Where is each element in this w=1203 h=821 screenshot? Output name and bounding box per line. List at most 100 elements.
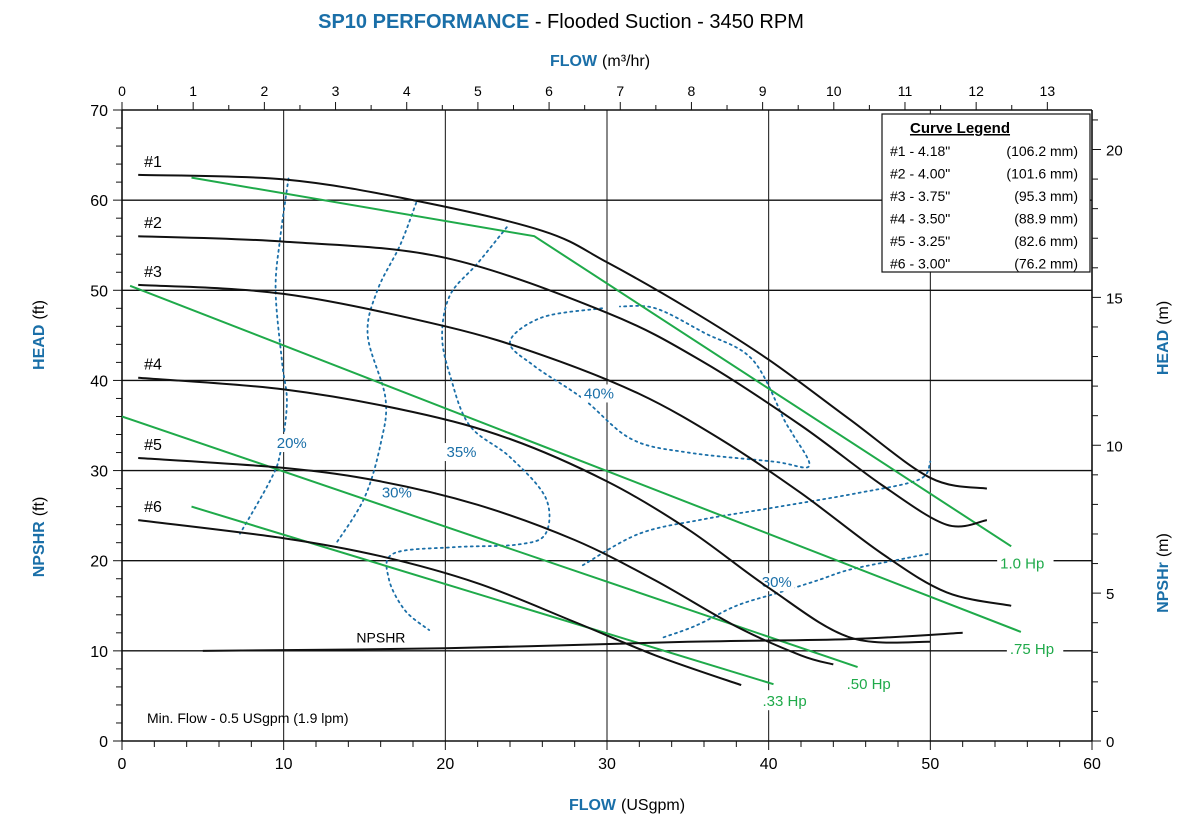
efficiency-label-bg	[378, 483, 415, 502]
efficiency-line	[239, 177, 290, 535]
legend-rows: #1 - 4.18" (106.2 mm) #2 - 4.00" (101.6 mm)…	[890, 143, 1078, 272]
legend-row-label: #1 - 4.18"	[890, 143, 950, 159]
legend-row-label: #2 - 4.00"	[890, 166, 950, 182]
top-tick-label: 4	[403, 83, 411, 99]
power-label: 1.0 Hp	[1000, 555, 1044, 572]
chart-title-rest: - Flooded Suction - 3450 RPM	[529, 11, 804, 33]
head-curve	[138, 519, 742, 687]
right-tick-label: 10	[1106, 438, 1123, 455]
efficiency-label-bg	[273, 434, 310, 453]
top-tick-label: 6	[545, 83, 553, 99]
left-head-label: HEAD (ft)	[31, 300, 48, 370]
efficiency-label: 40%	[584, 385, 614, 402]
efficiency-label: 30%	[762, 574, 792, 591]
curve-label: #2	[144, 215, 162, 232]
x-tick-label: 50	[921, 756, 939, 773]
y-tick-label: 40	[90, 373, 108, 390]
top-axis-label-bold: FLOW	[550, 53, 598, 70]
efficiency-label: 30%	[382, 485, 412, 502]
power-label-bg	[843, 673, 900, 694]
right-tick-label: 5	[1106, 586, 1114, 603]
legend-title: Curve Legend	[910, 120, 1010, 137]
x-tick-label: 60	[1083, 756, 1101, 773]
curve-label: #3	[144, 264, 162, 281]
power-label: .50 Hp	[847, 676, 891, 693]
top-tick-label: 8	[688, 83, 696, 99]
legend-row-label: #5 - 3.25"	[890, 233, 950, 249]
efficiency-label: 20%	[277, 435, 307, 452]
y-tick-label: 70	[90, 103, 108, 120]
legend-row-label: #4 - 3.50"	[890, 211, 950, 227]
efficiency-line	[385, 226, 551, 631]
top-tick-label: 13	[1040, 83, 1056, 99]
legend-row-mm: (76.2 mm)	[1014, 256, 1078, 272]
top-tick-label: 12	[968, 83, 984, 99]
legend-row-mm: (88.9 mm)	[1014, 211, 1078, 227]
top-tick-label: 2	[260, 83, 268, 99]
head-curve	[138, 173, 988, 490]
top-tick-label: 5	[474, 83, 482, 99]
power-label: .33 Hp	[763, 693, 807, 710]
top-tick-label: 3	[332, 83, 340, 99]
right-head-bold: HEAD	[1155, 330, 1172, 375]
left-npshr-bold: NPSHR	[31, 521, 48, 577]
curve-label: #6	[144, 499, 162, 516]
right-npshr-unit: (m)	[1155, 533, 1172, 557]
power-line	[121, 415, 858, 669]
bottom-axis-label: FLOW (USgpm)	[569, 797, 685, 814]
right-head-label: HEAD (m)	[1155, 301, 1172, 375]
right-head-unit: (m)	[1155, 301, 1172, 325]
x-tick-label: 40	[760, 756, 778, 773]
y-tick-label: 50	[90, 283, 108, 300]
head-curve	[138, 283, 1012, 607]
legend-row-mm: (101.6 mm)	[1006, 166, 1078, 182]
right-npshr-label: NPSHr (m)	[1155, 533, 1172, 613]
y-tick-label: 20	[90, 554, 108, 571]
efficiency-label: 35%	[446, 444, 476, 461]
curve-label: #1	[144, 154, 162, 171]
left-npshr-unit: (ft)	[31, 497, 48, 517]
legend-row-mm: (95.3 mm)	[1014, 188, 1078, 204]
min-flow-note: Min. Flow - 0.5 USgpm (1.9 lpm)	[147, 710, 349, 726]
npshr-curve	[202, 631, 963, 652]
x-tick-label: 10	[275, 756, 293, 773]
power-line	[191, 176, 1012, 548]
bottom-axis-label-bold: FLOW	[569, 797, 617, 814]
power-label: .75 Hp	[1010, 641, 1054, 658]
top-axis-label-unit: (m³/hr)	[602, 53, 650, 70]
top-tick-label: 7	[616, 83, 624, 99]
legend-row-mm: (82.6 mm)	[1014, 233, 1078, 249]
power-line	[191, 505, 774, 686]
power-label-bg	[1006, 637, 1064, 658]
right-npshr-bold: NPSHr	[1155, 562, 1172, 613]
right-tick-label: 20	[1106, 143, 1123, 160]
y-tick-label: 10	[90, 644, 108, 661]
legend-row-mm: (106.2 mm)	[1006, 143, 1078, 159]
bottom-axis-label-unit: (USgpm)	[621, 797, 685, 814]
top-axis-label: FLOW (m³/hr)	[550, 53, 650, 70]
curve-label: #4	[144, 357, 162, 374]
left-head-unit: (ft)	[31, 300, 48, 320]
efficiency-label-bg	[580, 384, 617, 403]
head-curve	[138, 235, 988, 528]
right-tick-label: 15	[1106, 290, 1123, 307]
power-label-bg	[997, 552, 1054, 573]
efficiency-line	[662, 552, 932, 639]
top-tick-label: 0	[118, 83, 126, 99]
legend-frame	[881, 113, 1091, 273]
left-npshr-label: NPSHR (ft)	[31, 497, 48, 578]
top-tick-label: 11	[898, 83, 913, 99]
legend-row-label: #3 - 3.75"	[890, 188, 950, 204]
curve-label: #5	[144, 437, 162, 454]
power-line	[129, 284, 1022, 633]
top-tick-label: 10	[826, 83, 842, 99]
top-tick-label: 9	[759, 83, 767, 99]
y-tick-label: 30	[90, 464, 108, 481]
top-tick-label: 1	[189, 83, 197, 99]
efficiency-line	[509, 305, 811, 469]
efficiency-line	[581, 460, 932, 567]
chart-title-main: SP10 PERFORMANCE	[318, 11, 529, 33]
x-tick-label: 30	[598, 756, 616, 773]
